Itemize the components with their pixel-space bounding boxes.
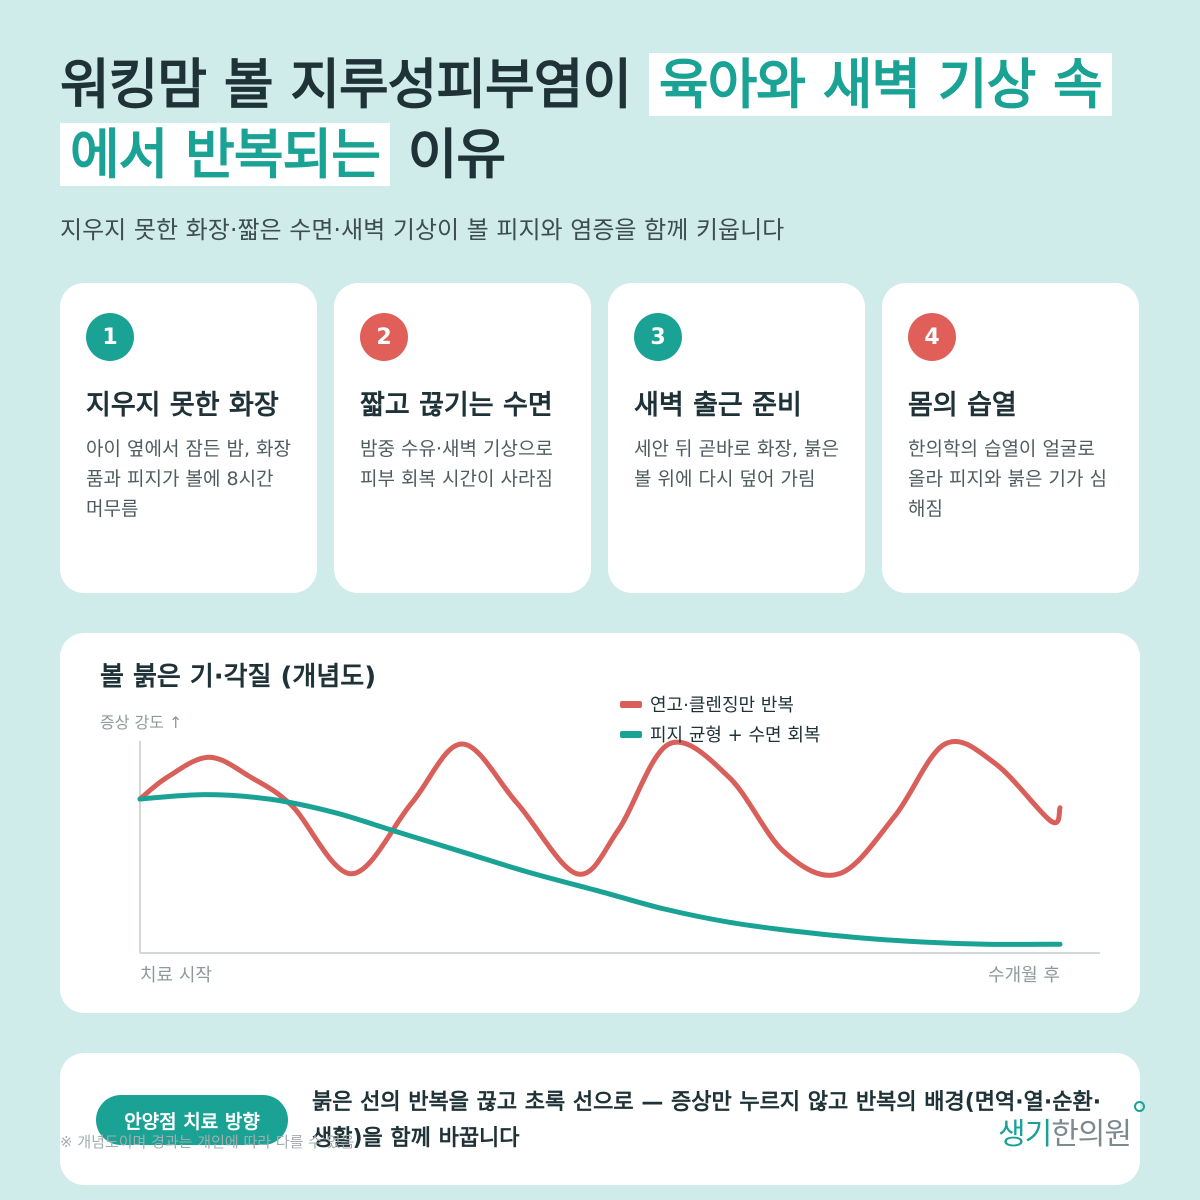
legend-label-1: 연고·클렌징만 반복 xyxy=(650,695,794,716)
x-axis-end-label: 수개월 후 xyxy=(988,965,1060,986)
step-number-badge: 1 xyxy=(86,313,134,361)
cause-card-title: 지우지 못한 화장 xyxy=(86,390,279,421)
cause-cards: 1 지우지 못한 화장 아이 옆에서 잠든 밤, 화장품과 피지가 볼에 8시간… xyxy=(60,283,1140,593)
step-number-badge: 4 xyxy=(908,313,956,361)
line-chart: 볼 붉은 기·각질 (개념도) 증상 강도 ↑ 치료 시작 수개월 후 연고·클… xyxy=(100,662,1100,986)
chart-card: 볼 붉은 기·각질 (개념도) 증상 강도 ↑ 치료 시작 수개월 후 연고·클… xyxy=(60,633,1140,1013)
cause-card-3: 3 새벽 출근 준비 세안 뒤 곧바로 화장, 붉은 볼 위에 다시 덮어 가림 xyxy=(608,283,865,593)
cause-card-title: 몸의 습열 xyxy=(908,390,1017,421)
treatment-message: 붉은 선의 반복을 끊고 초록 선으로 — 증상만 누르지 않고 반복의 배경(… xyxy=(312,1090,1102,1151)
title-part-2: 이유 xyxy=(389,123,506,186)
cause-card-4: 4 몸의 습열 한의학의 습열이 얼굴로 올라 피지와 붉은 기가 심해짐 xyxy=(882,283,1139,593)
logo-rest-text: 한의원 xyxy=(1051,1117,1132,1152)
legend-label-2: 피지 균형 + 수면 회복 xyxy=(650,725,820,746)
cause-card-2: 2 짧고 끊기는 수면 밤중 수유·새벽 기상으로 피부 회복 시간이 사라짐 xyxy=(334,283,591,593)
series-line-1 xyxy=(137,739,1063,878)
cause-card-title: 새벽 출근 준비 xyxy=(634,390,802,421)
treatment-direction-panel: 안양점 치료 방향 붉은 선의 반복을 끊고 초록 선으로 — 증상만 누르지 … xyxy=(60,1053,1146,1185)
clinic-logo: 생기한의원 xyxy=(998,1101,1146,1153)
page-title: 워킹맘 볼 지루성피부염이 육아와 새벽 기상 속에서 반복되는 이유 xyxy=(60,50,1140,190)
page-subtitle: 지우지 못한 화장·짧은 수면·새벽 기상이 볼 피지와 염증을 함께 키웁니다 xyxy=(60,216,785,244)
chart-title: 볼 붉은 기·각질 (개념도) xyxy=(100,662,376,692)
logo-main-text: 생기 xyxy=(998,1117,1052,1152)
legend: 연고·클렌징만 반복 피지 균형 + 수면 회복 xyxy=(620,695,820,746)
cause-card-description: 한의학의 습열이 얼굴로 올라 피지와 붉은 기가 심해짐 xyxy=(908,438,1107,520)
legend-swatch-2 xyxy=(620,731,642,738)
step-number-badge: 3 xyxy=(634,313,682,361)
title-part-1: 워킹맘 볼 지루성피부염이 xyxy=(60,53,649,116)
disclaimer-note: ※ 개념도이며 경과는 개인에 따라 다를 수 있음 xyxy=(60,1133,355,1151)
cause-card-description: 세안 뒤 곧바로 화장, 붉은 볼 위에 다시 덮어 가림 xyxy=(634,438,839,490)
cause-card-description: 아이 옆에서 잠든 밤, 화장품과 피지가 볼에 8시간 머무름 xyxy=(86,438,291,520)
cause-card-1: 1 지우지 못한 화장 아이 옆에서 잠든 밤, 화장품과 피지가 볼에 8시간… xyxy=(60,283,317,593)
cause-card-title: 짧고 끊기는 수면 xyxy=(360,390,553,421)
series-line-2 xyxy=(137,792,1063,947)
legend-swatch-1 xyxy=(620,701,642,708)
logo-dot-icon xyxy=(1134,1101,1146,1112)
y-axis-label: 증상 강도 ↑ xyxy=(100,713,182,732)
x-axis-start-label: 치료 시작 xyxy=(140,965,212,986)
series-layer xyxy=(137,739,1063,947)
treatment-badge: 안양점 치료 방향 xyxy=(96,1095,288,1145)
step-number-badge: 2 xyxy=(360,313,408,361)
cause-card-description: 밤중 수유·새벽 기상으로 피부 회복 시간이 사라짐 xyxy=(360,438,553,490)
